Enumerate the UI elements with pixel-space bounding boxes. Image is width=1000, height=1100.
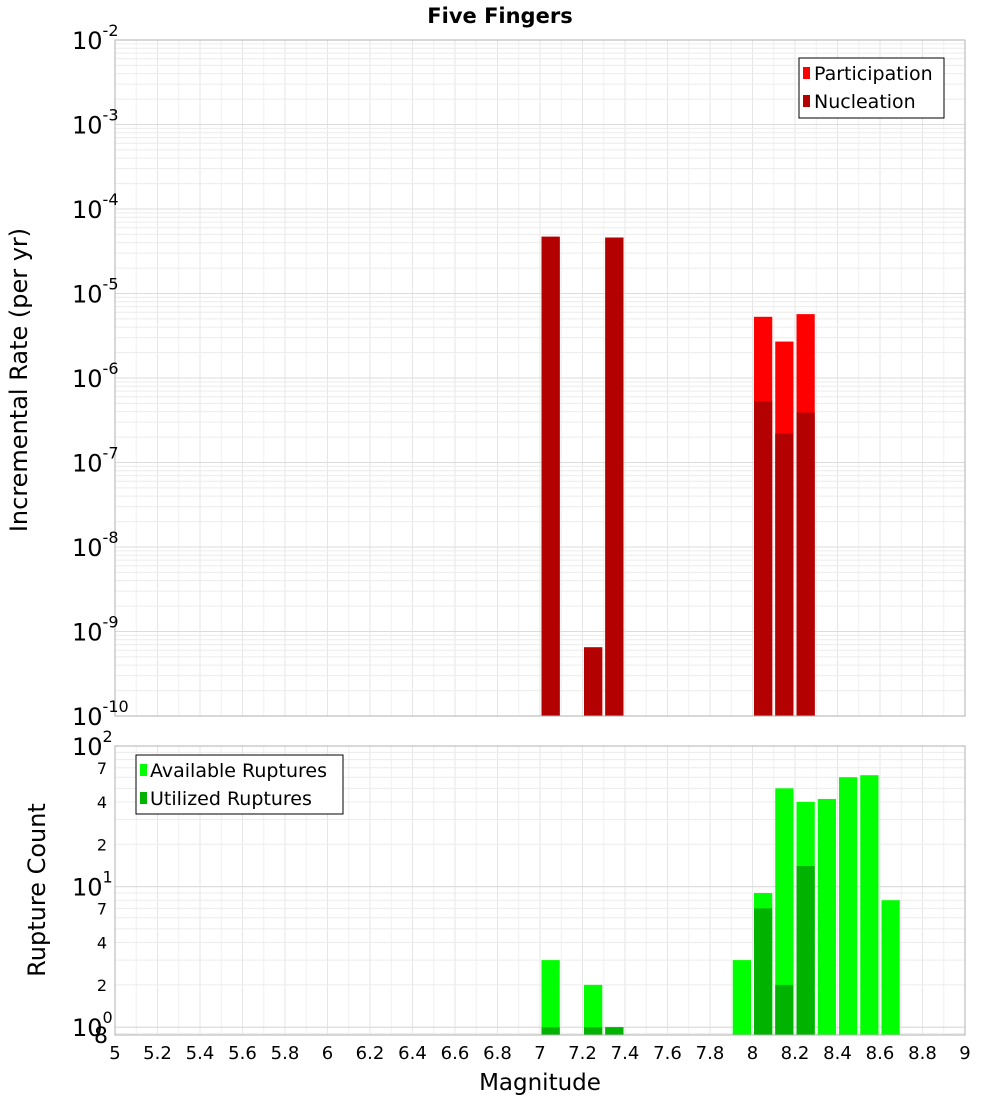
x-tick-label: 6 xyxy=(322,1043,333,1064)
y-tick-label: 10-7 xyxy=(72,444,119,478)
x-tick-label: 7.8 xyxy=(696,1043,725,1064)
bar-utilized-ruptures xyxy=(754,908,773,1035)
y-tick-label: 2 xyxy=(97,835,107,854)
x-tick-label: 8.6 xyxy=(866,1043,895,1064)
y-tick-label: 4 xyxy=(97,934,107,953)
y-tick-label: 10-10 xyxy=(72,697,129,731)
bar-available-ruptures xyxy=(732,960,751,1035)
y-tick-label: 100 xyxy=(72,1008,113,1042)
x-tick-label: 5.6 xyxy=(228,1043,257,1064)
bar-utilized-ruptures xyxy=(796,866,815,1035)
legend-label-utilized: Utilized Ruptures xyxy=(150,788,312,810)
y-tick-label: 2 xyxy=(97,976,107,995)
y-tick-label: 10-9 xyxy=(72,613,119,647)
y-tick-label: 102 xyxy=(72,727,113,761)
bottom-y-axis-label: Rupture Count xyxy=(23,803,51,977)
legend-swatch-nucleation xyxy=(803,95,810,107)
bar-nucleation xyxy=(796,412,815,716)
x-tick-label: 6.6 xyxy=(441,1043,470,1064)
y-tick-label: 7 xyxy=(97,759,107,778)
bar-utilized-ruptures xyxy=(605,1027,624,1035)
x-tick-label: 5.2 xyxy=(143,1043,172,1064)
y-tick-label: 10-4 xyxy=(72,190,119,224)
chart-title: Five Fingers xyxy=(427,4,572,28)
y-tick-label: 10-3 xyxy=(72,106,119,140)
y-tick-label: 8 xyxy=(94,1024,108,1049)
x-axis-ticks: 5 5.2 5.4 5.6 5.8 6 6.2 6.4 6.6 6.8 7 7.2 7.4 7.6 7.8 8… xyxy=(109,1043,970,1064)
bar-nucleation xyxy=(754,401,773,716)
top-y-axis-ticks: 10-10 10-9 10-8 10-7 10-6 10-5 10-4 10-3 10-2 xyxy=(72,21,129,731)
bottom-legend: Available Ruptures Utilized Ruptures xyxy=(135,754,344,815)
top-legend: Participation Nucleation xyxy=(798,57,945,119)
bar-available-ruptures xyxy=(839,777,858,1035)
x-axis-label: Magnitude xyxy=(479,1070,601,1096)
x-tick-label: 6.4 xyxy=(398,1043,427,1064)
legend-swatch-available xyxy=(140,764,147,776)
bar-utilized-ruptures xyxy=(541,1027,560,1035)
legend-swatch-utilized xyxy=(140,792,147,804)
x-tick-label: 5.4 xyxy=(186,1043,215,1064)
bar-available-ruptures xyxy=(775,788,794,1035)
x-tick-label: 8.8 xyxy=(908,1043,937,1064)
x-tick-label: 6.2 xyxy=(356,1043,385,1064)
bar-available-ruptures xyxy=(584,984,603,1035)
top-y-axis-label: Incremental Rate (per yr) xyxy=(5,228,33,532)
x-tick-label: 7.2 xyxy=(568,1043,597,1064)
top-plot-frame xyxy=(114,39,966,717)
x-tick-label: 8.2 xyxy=(781,1043,810,1064)
x-tick-label: 5.8 xyxy=(271,1043,300,1064)
y-tick-label: 10-6 xyxy=(72,359,119,393)
bar-available-ruptures xyxy=(860,775,879,1035)
bar-nucleation xyxy=(775,433,794,716)
bar-nucleation xyxy=(584,647,603,716)
legend-label-participation: Participation xyxy=(814,63,933,85)
x-tick-label: 7.6 xyxy=(653,1043,682,1064)
top-plot-gridlines xyxy=(114,39,966,717)
x-tick-label: 9 xyxy=(959,1043,970,1064)
x-tick-label: 5 xyxy=(109,1043,120,1064)
y-tick-label: 10-2 xyxy=(72,21,119,55)
y-tick-label: 7 xyxy=(97,899,107,918)
legend-label-available: Available Ruptures xyxy=(150,760,327,782)
y-tick-label: 4 xyxy=(97,793,107,812)
bar-utilized-ruptures xyxy=(584,1027,603,1035)
bottom-plot-bars xyxy=(541,775,900,1035)
bar-nucleation xyxy=(541,236,560,716)
bar-nucleation xyxy=(605,237,624,717)
bar-utilized-ruptures xyxy=(775,984,794,1035)
bar-available-ruptures xyxy=(817,798,836,1035)
top-plot-bars xyxy=(541,236,815,717)
x-tick-label: 6.8 xyxy=(483,1043,512,1064)
y-tick-label: 101 xyxy=(72,868,113,902)
bottom-plot-frame xyxy=(114,745,966,1036)
x-tick-label: 7.4 xyxy=(611,1043,640,1064)
legend-swatch-participation xyxy=(803,67,810,79)
x-tick-label: 8 xyxy=(747,1043,758,1064)
x-tick-label: 7 xyxy=(534,1043,545,1064)
y-tick-label: 10-8 xyxy=(72,528,119,562)
y-tick-label: 10-5 xyxy=(72,275,119,309)
legend-label-nucleation: Nucleation xyxy=(814,91,916,113)
bar-available-ruptures xyxy=(881,900,900,1035)
bar-available-ruptures xyxy=(541,960,560,1035)
x-tick-label: 8.4 xyxy=(823,1043,852,1064)
